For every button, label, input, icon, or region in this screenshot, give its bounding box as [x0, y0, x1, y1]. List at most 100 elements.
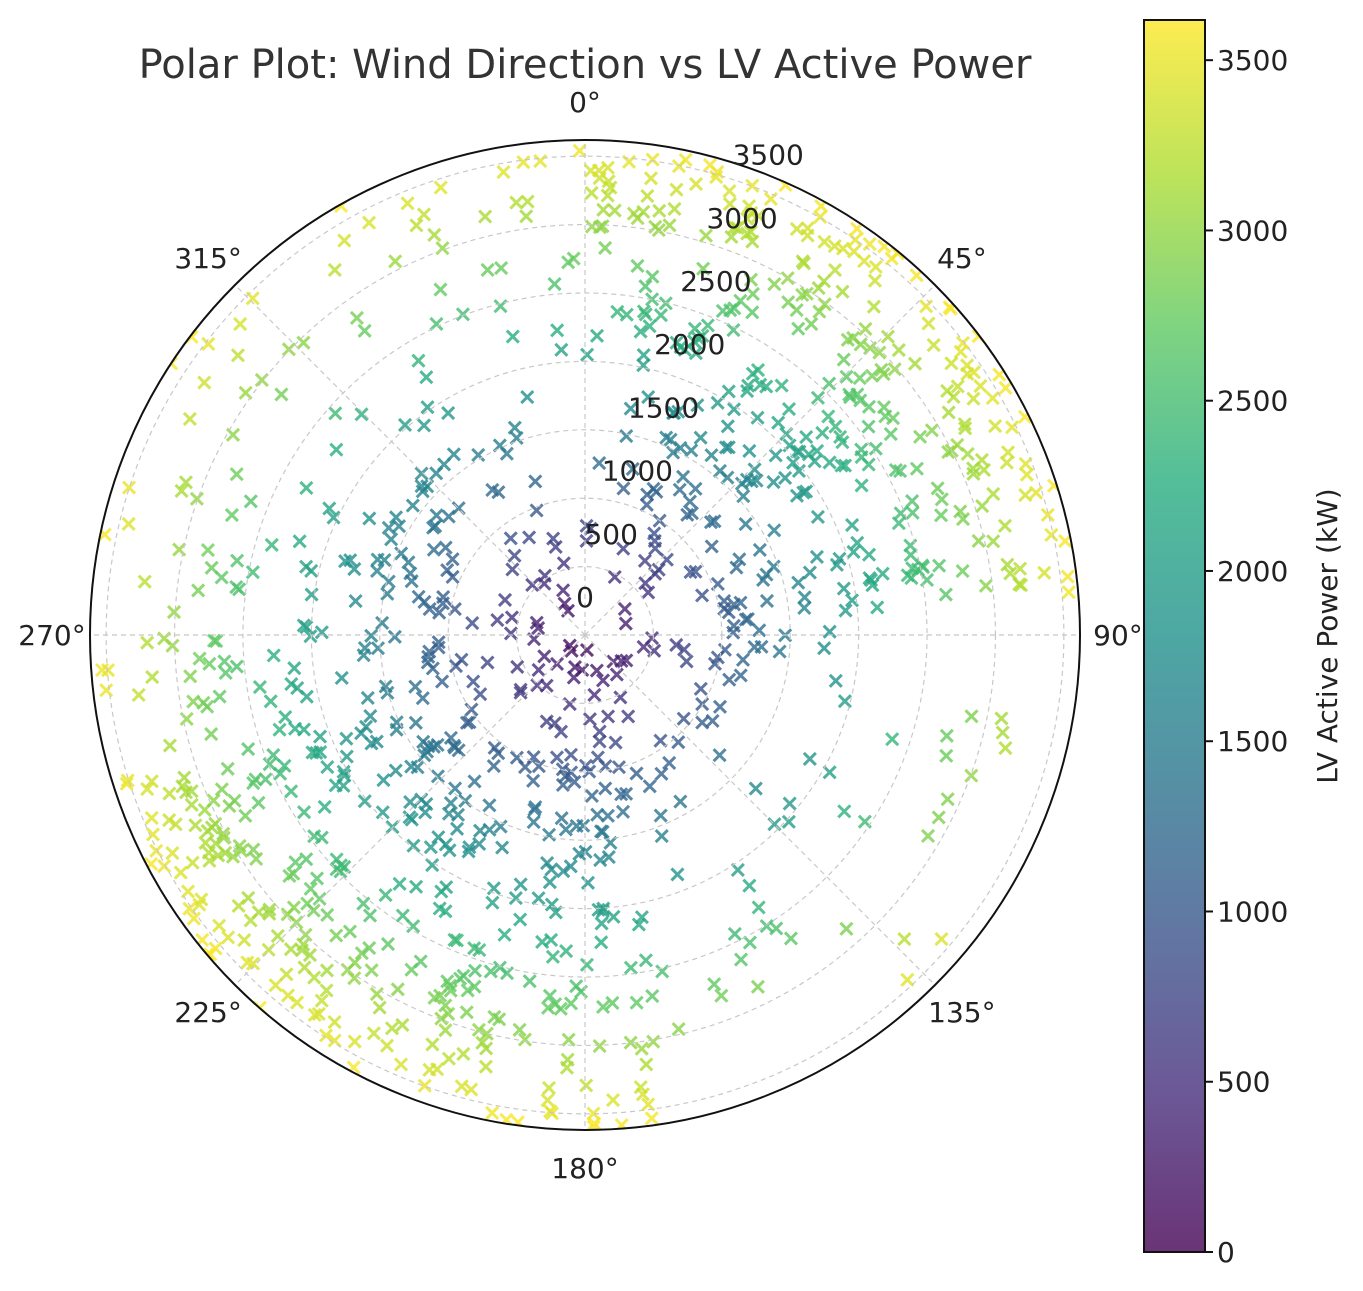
scatter-point: [519, 209, 534, 224]
scatter-point: [654, 766, 669, 781]
scatter-point: [966, 391, 981, 406]
scatter-point: [216, 826, 231, 841]
scatter-point: [329, 852, 344, 867]
scatter-point: [379, 1038, 395, 1053]
scatter-point: [617, 601, 632, 617]
scatter-point: [642, 319, 657, 334]
scatter-point: [314, 993, 329, 1008]
scatter-point: [306, 903, 321, 918]
scatter-point: [266, 748, 281, 763]
scatter-point: [543, 1104, 558, 1119]
scatter-point: [431, 640, 446, 655]
scatter-point: [544, 862, 559, 877]
scatter-point: [608, 735, 623, 750]
scatter-point: [835, 241, 851, 256]
scatter-point: [280, 988, 296, 1003]
scatter-point: [791, 463, 807, 479]
scatter-point: [704, 448, 719, 463]
scatter-point: [252, 680, 267, 695]
scatter-point: [546, 531, 561, 546]
scatter-point: [137, 574, 152, 589]
scatter-point: [858, 321, 873, 337]
scatter-point: [1058, 534, 1073, 549]
scatter-point: [593, 852, 608, 868]
scatter-point: [800, 228, 815, 243]
scatter-point: [676, 711, 691, 726]
scatter-point: [283, 942, 298, 957]
scatter-point: [579, 518, 594, 533]
scatter-point: [733, 952, 749, 967]
scatter-point: [846, 244, 862, 259]
scatter-point: [513, 877, 528, 892]
scatter-point: [483, 964, 498, 979]
scatter-point: [204, 560, 219, 575]
scatter-point: [589, 328, 605, 343]
scatter-point: [240, 955, 255, 970]
scatter-point: [781, 814, 796, 829]
scatter-point: [339, 749, 354, 764]
scatter-point: [543, 932, 559, 948]
scatter-point: [388, 510, 404, 525]
scatter-point: [854, 442, 869, 457]
scatter-point: [986, 534, 1001, 549]
scatter-point: [541, 1080, 557, 1095]
scatter-point: [165, 638, 180, 653]
colorbar-tick-label: 500: [1217, 1066, 1270, 1099]
scatter-point: [605, 1093, 621, 1108]
scatter-point: [328, 406, 343, 421]
scatter-point: [707, 977, 722, 992]
scatter-point: [924, 423, 939, 438]
scatter-point: [334, 670, 349, 685]
scatter-point: [238, 808, 253, 823]
scatter-point: [548, 539, 563, 554]
scatter-point: [264, 537, 279, 553]
scatter-point: [404, 574, 419, 589]
scatter-point: [986, 486, 1001, 502]
scatter-point: [454, 652, 469, 667]
scatter-point: [680, 507, 695, 522]
scatter-point: [531, 621, 546, 636]
scatter-point: [778, 470, 793, 485]
scatter-point: [445, 569, 460, 585]
scatter-point: [724, 229, 739, 245]
scatter-point: [907, 356, 923, 371]
scatter-point: [710, 395, 725, 410]
scatter-point: [556, 556, 571, 571]
scatter-point: [636, 304, 651, 319]
scatter-point: [955, 335, 971, 351]
radial-tick-label: 1500: [628, 391, 699, 424]
radial-tick-label: 3500: [733, 139, 804, 172]
scatter-point: [653, 308, 669, 323]
scatter-point: [799, 430, 814, 445]
scatter-point: [743, 224, 758, 240]
scatter-point: [810, 443, 825, 458]
scatter-point: [651, 562, 666, 577]
scatter-point: [212, 918, 227, 933]
angle-tick-label: 270°: [18, 619, 85, 652]
scatter-point: [767, 523, 782, 538]
radial-tick-label: 0: [576, 581, 594, 614]
scatter-point: [349, 310, 364, 325]
scatter-point: [721, 384, 736, 399]
scatter-point: [222, 799, 237, 814]
scatter-point: [720, 419, 735, 434]
scatter-point: [241, 890, 256, 906]
scatter-point: [748, 781, 763, 796]
colorbar-ticks: 0 500 1000 1500 2000 2500 3000 3500: [1205, 44, 1288, 1269]
scatter-point: [781, 402, 797, 417]
scatter-point: [838, 603, 853, 618]
scatter-point: [416, 418, 432, 433]
scatter-point: [430, 737, 445, 752]
scatter-point: [875, 566, 890, 581]
scatter-point: [120, 773, 135, 788]
scatter-point: [933, 508, 949, 523]
scatter-point: [537, 649, 552, 664]
scatter-point: [802, 565, 817, 580]
scatter-point: [616, 541, 631, 556]
scatter-point: [364, 963, 379, 978]
scatter-point: [750, 362, 766, 378]
scatter-point: [559, 944, 574, 959]
scatter-point: [836, 352, 851, 367]
scatter-point: [732, 552, 747, 567]
scatter-point: [429, 508, 444, 523]
